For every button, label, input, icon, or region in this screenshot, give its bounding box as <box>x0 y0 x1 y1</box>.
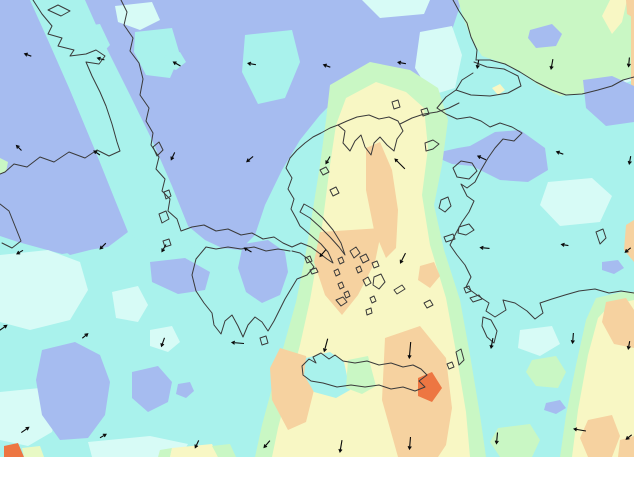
coast-crete <box>301 352 428 392</box>
wind-arrow-icon <box>476 155 487 161</box>
wind-arrow-icon <box>407 341 412 360</box>
coast-cyclades <box>304 246 434 316</box>
wind-arrow-icon <box>573 427 586 432</box>
coast-bosporus <box>452 0 478 61</box>
wind-arrow-icon <box>407 436 412 451</box>
wind-arrow-icon <box>494 432 499 445</box>
wind-arrow-icon <box>172 61 181 67</box>
coast-chalkidiki <box>337 114 404 156</box>
coast-italy <box>0 0 121 175</box>
wind-arrow-icon <box>560 242 569 247</box>
wind-arrow-icon <box>99 433 107 439</box>
coast-marmara <box>436 61 522 109</box>
coast-thrace <box>399 102 460 125</box>
wind-arrow-icon <box>489 338 494 349</box>
coast-dodecanese <box>446 228 607 370</box>
wind-arrow-icon <box>475 60 480 69</box>
wind-arrow-icon <box>399 252 406 264</box>
wind-arrow-icon <box>243 247 252 253</box>
wind-arrow-icon <box>325 156 331 165</box>
wind-arrow-icon <box>93 150 101 156</box>
coast-peloponnese <box>191 246 315 338</box>
coast-black-sea <box>475 59 634 96</box>
wind-arrow-icon <box>0 324 8 331</box>
wind-arrow-icon <box>230 340 245 345</box>
wind-arrow-icon <box>247 61 256 66</box>
wind-arrow-icon <box>627 156 632 165</box>
wind-arrow-icon <box>555 150 564 155</box>
wind-arrow-icon <box>160 337 166 348</box>
legend-bar: Surface wind (bft) GFS 123456789101112 S… <box>0 457 634 490</box>
coast-euboea <box>299 203 346 256</box>
wind-arrow-icon <box>322 63 331 68</box>
wind-arrow-icon <box>338 440 343 453</box>
wind-arrow-icon <box>570 332 575 345</box>
wind-arrow-icon <box>96 56 105 61</box>
wind-arrow-icon <box>626 341 631 350</box>
coast-calabria <box>0 203 22 249</box>
wind-arrow-icon <box>322 338 329 353</box>
wind-arrow-icon <box>479 245 490 250</box>
wind-arrow-icon <box>549 59 554 70</box>
wind-arrow-icon <box>625 434 633 440</box>
wind-arrow-icon <box>263 440 271 449</box>
wind-arrow-icon <box>397 60 406 65</box>
wind-arrow-icon <box>194 440 200 449</box>
wind-field <box>0 0 634 457</box>
coast-balkans <box>120 0 293 248</box>
wind-arrow-icon <box>624 247 632 253</box>
coast-islands-north-aegean <box>319 99 478 243</box>
wind-arrow-icon <box>99 242 107 250</box>
wind-arrow-icon <box>246 155 254 163</box>
wind-arrow-icon <box>319 249 327 258</box>
wind-arrow-icon <box>15 144 22 151</box>
wind-arrow-icon <box>20 426 30 434</box>
wind-arrows <box>0 52 633 453</box>
wind-arrow-icon <box>161 244 167 253</box>
wind-arrow-icon <box>81 333 89 339</box>
wind-arrow-icon <box>170 152 176 161</box>
coastlines <box>0 0 634 392</box>
wind-arrow-icon <box>16 249 24 255</box>
coast-attica <box>285 124 339 264</box>
coast-islands-ionian <box>152 141 269 346</box>
wind-arrow-icon <box>626 57 631 68</box>
wind-map <box>0 0 634 457</box>
wind-arrow-icon <box>394 158 406 170</box>
coast-turkey <box>436 107 634 320</box>
coast-lagoon <box>47 4 71 17</box>
wind-arrow-icon <box>23 52 32 57</box>
